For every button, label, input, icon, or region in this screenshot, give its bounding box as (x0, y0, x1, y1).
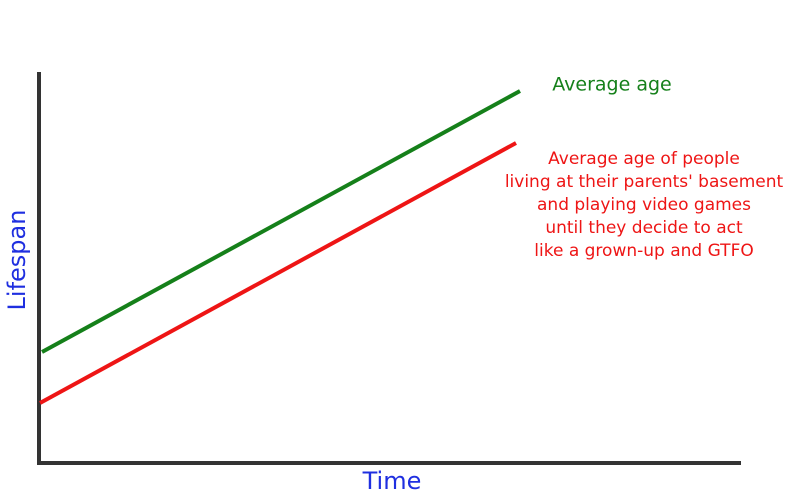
trend-line (41, 89, 521, 354)
line-label: and playing video games (537, 195, 751, 215)
y-axis-label: Lifespan (3, 210, 31, 311)
x-axis-label: Time (362, 467, 422, 495)
line-label: Average age of people (548, 149, 740, 169)
line-label: like a grown-up and GTFO (534, 241, 753, 261)
line-label: Average age (552, 74, 671, 96)
line-label: until they decide to act (545, 218, 743, 238)
trend-line (39, 141, 517, 405)
line-label: living at their parents' basement (505, 172, 784, 192)
